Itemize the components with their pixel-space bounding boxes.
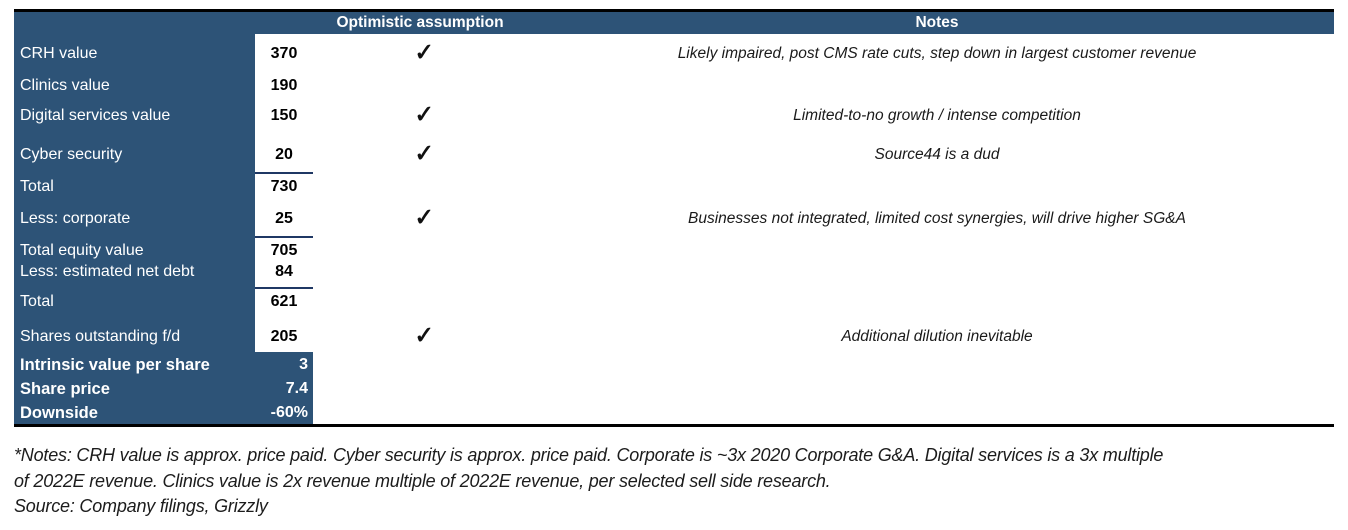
label-column-background — [14, 34, 255, 424]
row-value: 370 — [270, 45, 298, 62]
row-label: Downside — [20, 404, 98, 422]
footnotes: *Notes: CRH value is approx. price paid.… — [14, 443, 1340, 520]
footnote-line-2: of 2022E revenue. Clinics value is 2x re… — [14, 470, 831, 491]
row-value: 205 — [270, 328, 298, 345]
row-value: 621 — [270, 293, 298, 310]
row-value: 7.4 — [285, 380, 308, 397]
subtotal-rule-line — [255, 287, 313, 289]
check-mark-icon — [324, 73, 524, 80]
column-header-notes: Notes — [915, 14, 959, 31]
table-body: CRH value 370 ✓ Likely impaired, post CM… — [14, 34, 1334, 424]
check-mark-icon — [324, 238, 524, 245]
row-value: 150 — [270, 107, 298, 124]
subtotal-rule-line — [255, 172, 313, 174]
row-label: Digital services value — [20, 107, 171, 124]
row-note: Businesses not integrated, limited cost … — [688, 210, 1186, 227]
table-row: CRH value 370 ✓ Likely impaired, post CM… — [14, 38, 1334, 67]
source-text: Source: Company filings, Grizzly — [14, 496, 268, 516]
row-label: Intrinsic value per share — [20, 356, 210, 374]
row-value: 705 — [270, 242, 298, 259]
row-value: 20 — [275, 146, 293, 163]
row-label: Share price — [20, 380, 110, 398]
row-label: Cyber security — [20, 146, 123, 163]
row-label: CRH value — [20, 45, 98, 62]
table-row: Shares outstanding f/d 205 ✓ Additional … — [14, 321, 1334, 350]
table-header-bar: Optimistic assumption Notes — [14, 12, 1334, 34]
table-row-downside: Downside -60% — [14, 403, 1334, 423]
footnote-line-1: *Notes: CRH value is approx. price paid.… — [14, 445, 1164, 465]
check-mark-icon: ✓ — [413, 139, 435, 168]
table-row-intrinsic-value: Intrinsic value per share 3 — [14, 355, 1334, 375]
valuation-table: Optimistic assumption Notes CRH value 37… — [14, 9, 1334, 427]
row-value: -60% — [270, 404, 308, 421]
row-label: Total — [20, 293, 54, 310]
column-header-optimistic: Optimistic assumption — [336, 14, 504, 31]
table-row: Total equity value 705 — [14, 241, 1334, 261]
check-mark-icon: ✓ — [413, 38, 435, 67]
row-label: Less: corporate — [20, 210, 131, 227]
table-row: Total 730 — [14, 177, 1334, 197]
check-mark-icon: ✓ — [413, 100, 435, 129]
row-value: 25 — [275, 210, 293, 227]
table-row: Cyber security 20 ✓ Source44 is a dud — [14, 139, 1334, 168]
row-label: Less: estimated net debt — [20, 263, 195, 280]
row-value: 730 — [270, 178, 298, 195]
check-mark-icon — [324, 289, 524, 296]
row-note: Source44 is a dud — [874, 146, 1000, 163]
row-note: Additional dilution inevitable — [841, 328, 1033, 345]
check-mark-icon: ✓ — [413, 203, 435, 232]
row-label: Total — [20, 178, 54, 195]
row-value: 3 — [299, 356, 308, 373]
table-row: Less: corporate 25 ✓ Businesses not inte… — [14, 203, 1334, 232]
row-label: Shares outstanding f/d — [20, 328, 181, 345]
row-value: 84 — [275, 263, 293, 280]
row-note: Limited-to-no growth / intense competiti… — [793, 107, 1081, 124]
table-row-share-price: Share price 7.4 — [14, 379, 1334, 399]
highlight-section-background — [255, 352, 313, 424]
row-label: Clinics value — [20, 77, 110, 94]
table-row: Total 621 — [14, 292, 1334, 312]
row-label: Total equity value — [20, 242, 144, 259]
check-mark-icon: ✓ — [413, 321, 435, 350]
row-note: Likely impaired, post CMS rate cuts, ste… — [677, 45, 1197, 62]
subtotal-rule-line — [255, 236, 313, 238]
table-row: Less: estimated net debt 84 — [14, 262, 1334, 282]
check-mark-icon — [324, 174, 524, 181]
table-row: Clinics value 190 — [14, 76, 1334, 96]
row-value: 190 — [270, 77, 298, 94]
table-row: Digital services value 150 ✓ Limited-to-… — [14, 100, 1334, 129]
